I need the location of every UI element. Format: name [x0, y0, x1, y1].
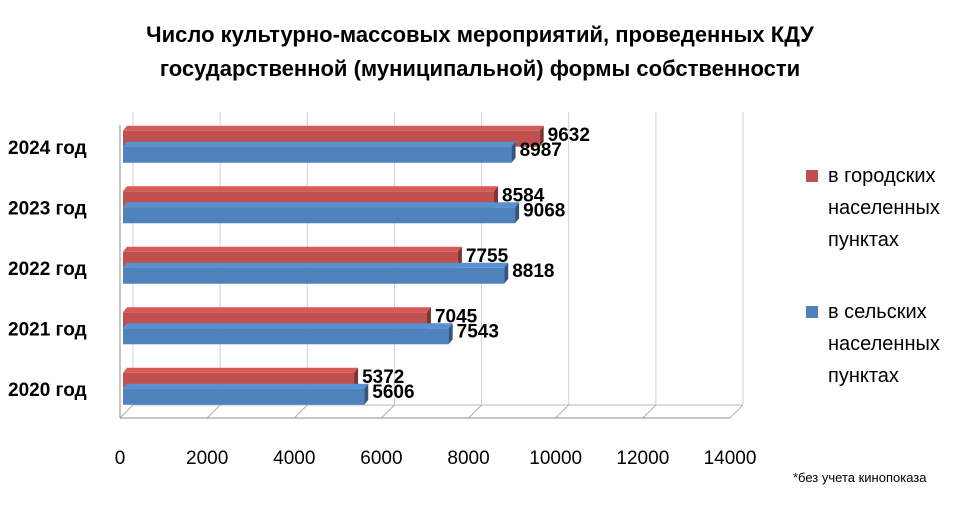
- data-label: 8987: [520, 140, 562, 161]
- data-label: 7755: [466, 246, 509, 267]
- bar-front: [123, 267, 505, 284]
- chart-title-line-2: государственной (муниципальной) формы со…: [159, 56, 801, 81]
- bar-side: [504, 262, 509, 284]
- bar-top: [123, 186, 499, 192]
- bar-side: [364, 383, 369, 405]
- floor-gridline: [293, 404, 308, 419]
- bar-top: [123, 367, 359, 373]
- y-category-label: 2022 год: [8, 259, 87, 280]
- bar-top: [123, 307, 431, 313]
- data-label: 5606: [372, 382, 414, 403]
- floor-gridline: [206, 404, 221, 419]
- chart-title-line-1: Число культурно-массовых мероприятий, пр…: [146, 22, 814, 47]
- footnote: *без учета кинопоказа: [793, 470, 927, 485]
- bar-side: [539, 125, 544, 147]
- bar-rural: [123, 383, 369, 405]
- x-tick-label: 4000: [273, 448, 315, 469]
- floor-gridline: [119, 404, 134, 419]
- bar-top: [123, 125, 544, 131]
- floor-gridline: [468, 404, 482, 419]
- x-tick-label: 10000: [529, 448, 582, 469]
- bar-side: [515, 202, 520, 224]
- y-category-label: 2023 год: [8, 198, 87, 219]
- bar-top: [123, 323, 453, 329]
- legend-label: населенных: [828, 333, 940, 355]
- legend-label: пунктах: [828, 229, 899, 251]
- bar-top: [123, 383, 369, 389]
- bar-side: [511, 141, 516, 163]
- floor-gridline: [729, 404, 744, 419]
- floor-gridline: [642, 404, 657, 419]
- bar-rural: [123, 141, 516, 163]
- bar-rural: [123, 202, 520, 224]
- data-label: 9632: [548, 125, 590, 146]
- legend-label: в сельских: [828, 301, 927, 323]
- x-tick-label: 12000: [616, 448, 669, 469]
- x-tick-label: 14000: [704, 448, 757, 469]
- x-tick-label: 6000: [360, 448, 402, 469]
- bar-rural: [123, 262, 509, 284]
- y-category-label: 2021 год: [8, 319, 87, 340]
- bar-top: [123, 141, 516, 147]
- bar-front: [123, 146, 512, 163]
- y-category-label: 2024 год: [8, 138, 87, 159]
- legend-swatch-urban: [806, 170, 818, 182]
- floor-gridline: [555, 404, 570, 419]
- bar-side: [448, 323, 453, 345]
- floor-gridline: [381, 404, 395, 419]
- chart-title: Число культурно-массовых мероприятий, пр…: [0, 18, 960, 86]
- bar-side: [426, 307, 431, 329]
- data-label: 7543: [457, 321, 499, 342]
- bar-top: [123, 202, 520, 208]
- data-label: 9068: [523, 200, 565, 221]
- data-label: 5372: [362, 367, 404, 388]
- data-label: 8818: [512, 261, 554, 282]
- bar-side: [354, 367, 359, 389]
- x-tick-label: 2000: [186, 448, 228, 469]
- x-tick-label: 8000: [447, 448, 489, 469]
- x-tick-label: 0: [115, 448, 126, 469]
- y-category-label: 2020 год: [8, 380, 87, 401]
- legend-label: в городских: [828, 165, 936, 187]
- data-label: 7045: [435, 306, 478, 327]
- bar-top: [123, 262, 509, 268]
- bar-top: [123, 246, 462, 252]
- legend-label: населенных: [828, 197, 940, 219]
- bar-front: [123, 328, 449, 345]
- bar-side: [494, 186, 499, 208]
- data-label: 8584: [502, 185, 545, 206]
- legend-swatch-rural: [806, 306, 818, 318]
- bar-front: [123, 207, 516, 224]
- bar-side: [457, 246, 462, 268]
- legend-label: пунктах: [828, 365, 899, 387]
- bar-front: [123, 388, 365, 405]
- bar-rural: [123, 323, 453, 345]
